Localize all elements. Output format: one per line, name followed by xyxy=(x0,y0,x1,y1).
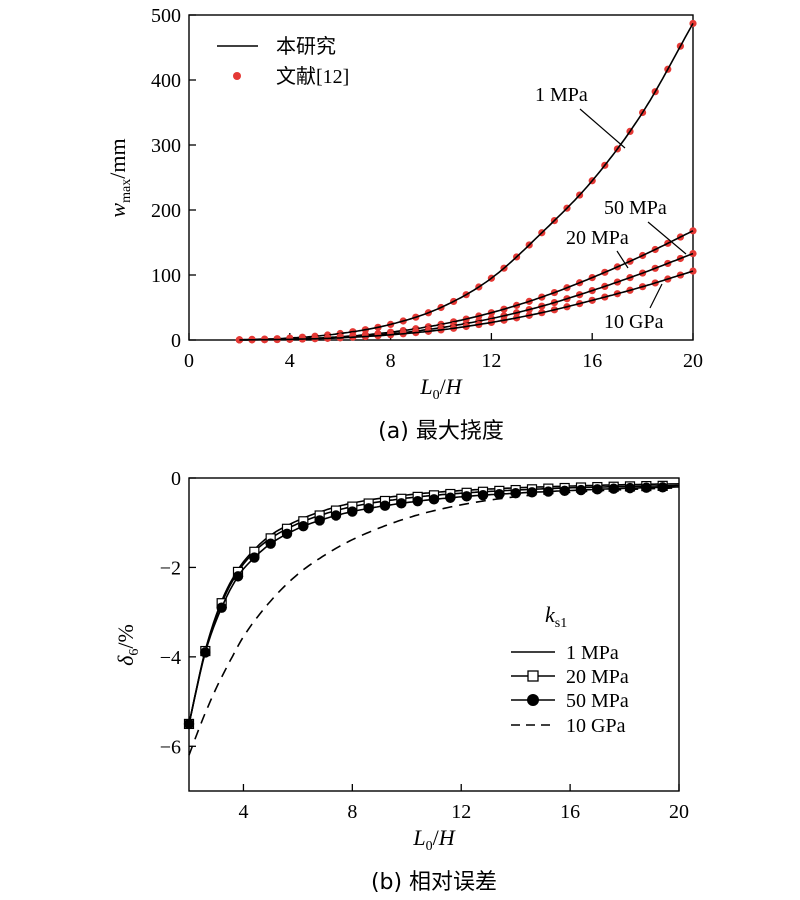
y-tick-label: 200 xyxy=(151,200,181,222)
marker-50-mpa xyxy=(330,510,342,521)
ref-point-20-mpa xyxy=(689,227,697,235)
y-tick-label: 100 xyxy=(151,265,181,287)
marker-50-mpa xyxy=(608,483,619,494)
marker-50-mpa xyxy=(592,484,603,495)
panel-a-caption: (a) 最大挠度 xyxy=(378,419,504,444)
legend-swatch-50mpa-marker xyxy=(527,694,539,706)
marker-50-mpa xyxy=(641,482,652,493)
y-tick-label: 0 xyxy=(171,330,181,352)
legend-label-1mpa: 1 MPa xyxy=(566,642,619,664)
panel-b-ylabel: δ6/% xyxy=(113,624,142,666)
x-tick-label: 20 xyxy=(669,801,689,823)
panel-b-series xyxy=(183,480,680,756)
panel-a-xlabel: L0/H xyxy=(419,374,462,403)
x-tick-label: 8 xyxy=(347,801,357,823)
panel-b: 4 8 12 16 20 0 −2 −4 −6 δ6/% L0/H (b) 相对误差 ks1 1… xyxy=(113,468,689,895)
panel-a-legend: 本研究 文献[12] xyxy=(217,35,349,88)
marker-50-mpa xyxy=(445,492,456,503)
y-tick-label: −2 xyxy=(160,557,181,579)
y-tick-label: 300 xyxy=(151,135,181,157)
panel-b-ticks: 4 8 12 16 20 0 −2 −4 −6 xyxy=(160,468,689,823)
legend-label-50mpa: 50 MPa xyxy=(566,690,629,712)
y-tick-label: 400 xyxy=(151,70,181,92)
legend-label-this-study: 本研究 xyxy=(276,35,336,58)
annot-20mpa: 20 MPa xyxy=(566,227,629,249)
marker-50-mpa xyxy=(379,500,391,511)
marker-50-mpa xyxy=(461,491,472,502)
marker-50-mpa xyxy=(216,602,227,613)
annot-10gpa-leader xyxy=(649,283,663,309)
panel-a-ylabel: wmax/mm xyxy=(105,138,134,217)
y-tick-label: 0 xyxy=(171,468,181,490)
marker-50-mpa xyxy=(494,488,505,500)
panel-b-frame xyxy=(188,477,680,792)
marker-50-mpa xyxy=(298,520,309,532)
marker-50-mpa xyxy=(232,571,244,582)
panel-a-frame xyxy=(188,14,694,341)
y-tick-label: −6 xyxy=(160,736,181,758)
legend-title-ks1: ks1 xyxy=(545,602,567,631)
marker-50-mpa xyxy=(624,482,636,494)
series-line-50-mpa xyxy=(188,486,680,725)
x-tick-label: 16 xyxy=(560,801,580,823)
x-tick-label: 0 xyxy=(184,350,194,372)
legend-swatch-20mpa-marker xyxy=(527,670,539,682)
marker-50-mpa xyxy=(249,552,260,563)
legend-dot-swatch xyxy=(233,72,241,80)
x-tick-label: 16 xyxy=(582,350,602,372)
legend-label-ref12: 文献[12] xyxy=(276,65,349,88)
x-tick-label: 12 xyxy=(481,350,501,372)
panel-b-legend: ks1 1 MPa 20 MPa 50 MPa 10 GPa xyxy=(511,602,629,737)
marker-50-mpa xyxy=(314,515,325,526)
marker-50-mpa xyxy=(477,489,489,501)
marker-50-mpa xyxy=(543,486,554,497)
marker-50-mpa xyxy=(363,503,374,514)
marker-50-mpa xyxy=(396,498,407,509)
panel-b-caption: (b) 相对误差 xyxy=(371,870,497,895)
y-tick-label: 500 xyxy=(151,5,181,27)
x-tick-label: 4 xyxy=(238,801,248,823)
series-line-20-mpa xyxy=(188,484,679,725)
panel-b-xlabel: L0/H xyxy=(412,825,455,854)
annot-1mpa-leader xyxy=(579,108,626,149)
annot-10gpa: 10 GPa xyxy=(604,311,664,333)
x-tick-label: 4 xyxy=(285,350,295,372)
annot-1mpa: 1 MPa xyxy=(535,84,588,106)
marker-50-mpa xyxy=(575,484,587,496)
y-tick-label: −4 xyxy=(160,647,181,669)
ref-point-50-mpa xyxy=(689,249,697,258)
marker-50-mpa xyxy=(200,647,211,658)
series-line-10-gpa xyxy=(239,270,694,341)
marker-50-mpa xyxy=(183,718,195,730)
marker-50-mpa xyxy=(428,494,440,505)
marker-50-mpa xyxy=(412,495,423,507)
marker-50-mpa xyxy=(281,528,293,540)
panel-a-series xyxy=(235,19,697,344)
annot-50mpa-leader xyxy=(647,221,687,255)
marker-50-mpa xyxy=(657,482,668,493)
x-tick-label: 12 xyxy=(451,801,471,823)
series-line-10-gpa xyxy=(188,487,680,756)
x-tick-label: 20 xyxy=(683,350,703,372)
marker-50-mpa xyxy=(265,538,276,549)
legend-label-20mpa: 20 MPa xyxy=(566,666,629,688)
marker-50-mpa xyxy=(559,485,570,496)
annot-20mpa-leader xyxy=(616,250,629,269)
marker-50-mpa xyxy=(347,506,358,517)
legend-label-10gpa: 10 GPa xyxy=(566,715,626,737)
x-tick-label: 8 xyxy=(386,350,396,372)
panel-a-annotations: 1 MPa 50 MPa 20 MPa 10 GPa xyxy=(535,84,687,333)
annot-50mpa: 50 MPa xyxy=(604,197,667,219)
